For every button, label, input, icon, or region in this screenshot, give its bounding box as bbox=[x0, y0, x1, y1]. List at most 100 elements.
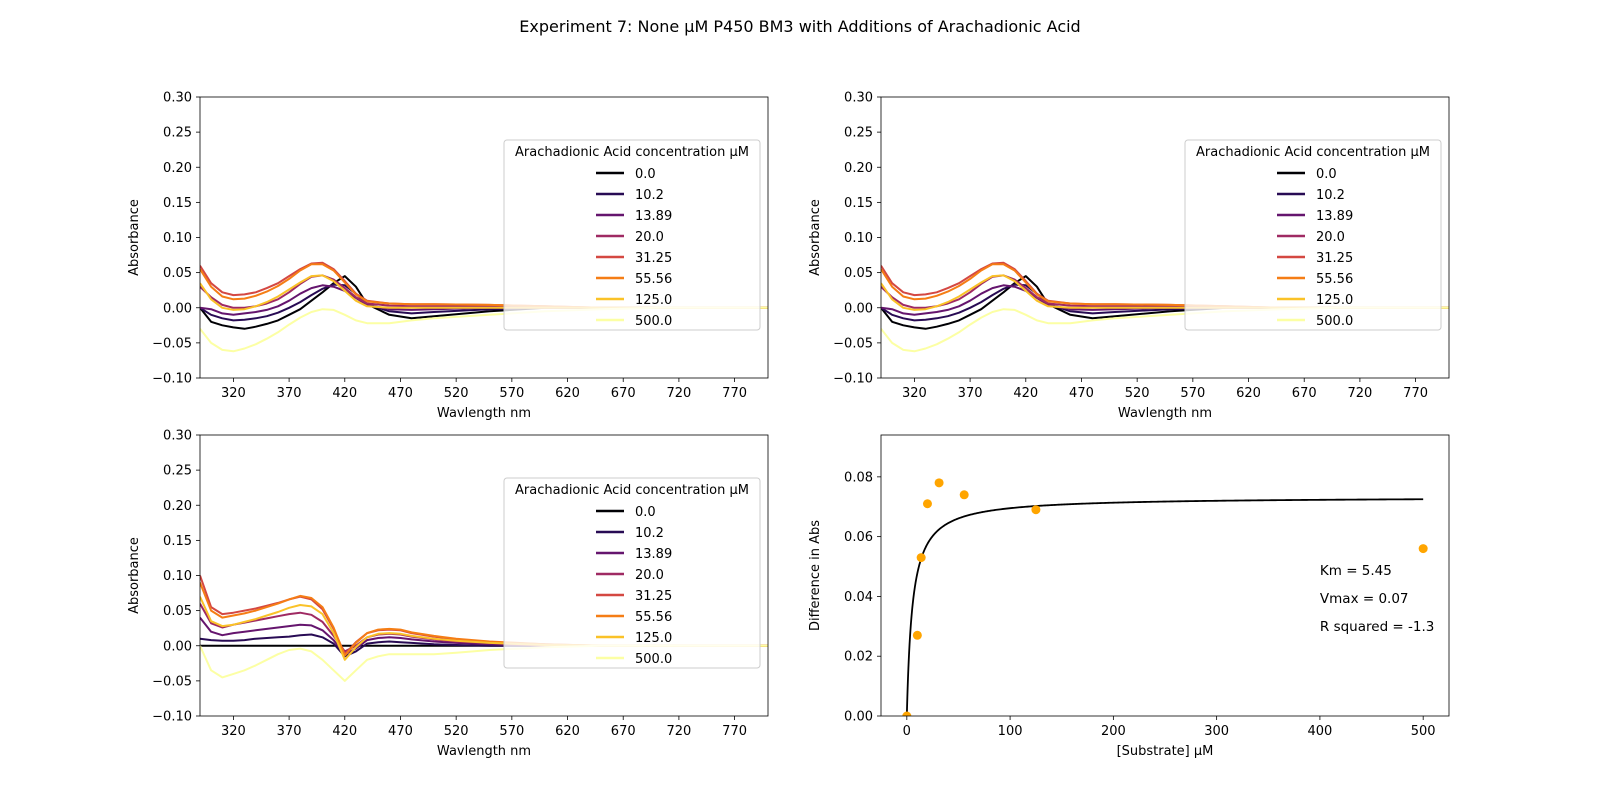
x-tick-label: 320 bbox=[902, 386, 927, 401]
y-axis-label: Absorbance bbox=[127, 199, 142, 276]
x-tick-label: 400 bbox=[1307, 724, 1332, 739]
y-tick-label: 0.20 bbox=[163, 499, 192, 514]
legend-label: 55.56 bbox=[635, 610, 672, 625]
fit-annotation: Vmax = 0.07 bbox=[1320, 591, 1409, 607]
y-axis-label: Absorbance bbox=[127, 537, 142, 614]
x-tick-label: 500 bbox=[1411, 724, 1436, 739]
legend-label: 0.0 bbox=[635, 167, 656, 182]
legend-label: 55.56 bbox=[1316, 272, 1353, 287]
legend-label: 31.25 bbox=[635, 251, 672, 266]
x-tick-label: 670 bbox=[1292, 386, 1317, 401]
legend-title: Arachadionic Acid concentration µM bbox=[515, 483, 749, 498]
legend-label: 125.0 bbox=[635, 293, 672, 308]
x-tick-label: 520 bbox=[1125, 386, 1150, 401]
axes-frame bbox=[199, 96, 769, 379]
x-tick-label: 420 bbox=[1013, 386, 1038, 401]
chart-panel-bottom-left: 320 370 420 470 520 570 620 670 720 770 −0.10 −0.05… bbox=[127, 429, 769, 759]
data-point bbox=[959, 490, 969, 500]
axes-frame bbox=[880, 434, 1450, 717]
data-point bbox=[902, 711, 912, 716]
x-tick-label: 770 bbox=[1403, 386, 1428, 401]
legend-label: 125.0 bbox=[635, 631, 672, 646]
x-axis-label: Wavlength nm bbox=[1118, 406, 1212, 421]
x-tick-label: 770 bbox=[722, 724, 747, 739]
x-tick-label: 670 bbox=[611, 724, 636, 739]
legend: Arachadionic Acid concentration µM 0.0 10.… bbox=[503, 139, 761, 331]
legend: Arachadionic Acid concentration µM 0.0 10.… bbox=[503, 477, 761, 669]
y-tick-label: −0.10 bbox=[152, 372, 192, 387]
fit-annotation: Km = 5.45 bbox=[1320, 563, 1392, 579]
legend-title: Arachadionic Acid concentration µM bbox=[1196, 145, 1430, 160]
chart-panel-top-left: 320 370 420 470 520 570 620 670 720 770 −0.10 −0.05… bbox=[127, 91, 769, 421]
x-tick-label: 370 bbox=[277, 724, 302, 739]
x-tick-label: 570 bbox=[499, 724, 524, 739]
y-tick-label: 0.00 bbox=[163, 301, 192, 316]
x-tick-label: 520 bbox=[444, 724, 469, 739]
x-tick-label: 570 bbox=[1180, 386, 1205, 401]
x-tick-label: 370 bbox=[958, 386, 983, 401]
legend-label: 500.0 bbox=[635, 314, 672, 329]
x-tick-label: 320 bbox=[221, 724, 246, 739]
y-tick-label: 0.30 bbox=[163, 91, 192, 106]
x-axis-label: Wavlength nm bbox=[437, 406, 531, 421]
legend-label: 500.0 bbox=[1316, 314, 1353, 329]
legend-box bbox=[1184, 139, 1442, 331]
data-point bbox=[1418, 544, 1428, 554]
y-tick-label: 0.10 bbox=[163, 569, 192, 584]
x-tick-label: 720 bbox=[666, 386, 691, 401]
data-point bbox=[1031, 505, 1041, 515]
x-tick-label: 200 bbox=[1101, 724, 1126, 739]
y-tick-label: 0.10 bbox=[163, 231, 192, 246]
data-point bbox=[934, 478, 944, 488]
x-tick-label: 420 bbox=[332, 724, 357, 739]
x-tick-label: 720 bbox=[1347, 386, 1372, 401]
y-tick-label: −0.05 bbox=[152, 674, 192, 689]
fit-curve bbox=[905, 498, 1424, 716]
legend-label: 31.25 bbox=[1316, 251, 1353, 266]
y-tick-label: 0.20 bbox=[844, 161, 873, 176]
legend-label: 13.89 bbox=[1316, 209, 1353, 224]
y-tick-label: 0.25 bbox=[163, 126, 192, 141]
y-tick-label: 0.05 bbox=[163, 266, 192, 281]
y-tick-label: 0.08 bbox=[844, 470, 873, 485]
legend-label: 20.0 bbox=[635, 230, 664, 245]
x-tick-label: 470 bbox=[388, 386, 413, 401]
y-tick-label: 0.00 bbox=[163, 639, 192, 654]
x-tick-label: 370 bbox=[277, 386, 302, 401]
data-point bbox=[916, 553, 926, 563]
y-tick-label: 0.15 bbox=[163, 196, 192, 211]
x-tick-label: 570 bbox=[499, 386, 524, 401]
y-axis-label: Difference in Abs bbox=[808, 520, 823, 631]
y-tick-label: 0.05 bbox=[163, 604, 192, 619]
x-tick-label: 470 bbox=[388, 724, 413, 739]
legend-label: 10.2 bbox=[1316, 188, 1345, 203]
y-tick-label: 0.25 bbox=[844, 126, 873, 141]
legend-label: 20.0 bbox=[635, 568, 664, 583]
legend-label: 13.89 bbox=[635, 547, 672, 562]
y-tick-label: −0.10 bbox=[152, 710, 192, 725]
y-tick-label: 0.00 bbox=[844, 710, 873, 725]
y-tick-label: −0.05 bbox=[152, 336, 192, 351]
x-axis-label: Wavlength nm bbox=[437, 744, 531, 759]
y-tick-label: 0.30 bbox=[844, 91, 873, 106]
x-tick-label: 620 bbox=[555, 724, 580, 739]
axes-frame bbox=[880, 96, 1450, 379]
x-tick-label: 670 bbox=[611, 386, 636, 401]
y-tick-label: 0.00 bbox=[844, 301, 873, 316]
legend: Arachadionic Acid concentration µM 0.0 10.… bbox=[1184, 139, 1442, 331]
x-tick-label: 620 bbox=[1236, 386, 1261, 401]
y-tick-label: 0.02 bbox=[844, 650, 873, 665]
y-tick-label: 0.15 bbox=[844, 196, 873, 211]
x-tick-label: 770 bbox=[722, 386, 747, 401]
x-tick-label: 420 bbox=[332, 386, 357, 401]
legend-label: 20.0 bbox=[1316, 230, 1345, 245]
x-tick-label: 0 bbox=[903, 724, 911, 739]
y-tick-label: 0.30 bbox=[163, 429, 192, 444]
legend-box bbox=[503, 139, 761, 331]
y-tick-label: 0.10 bbox=[844, 231, 873, 246]
x-tick-label: 520 bbox=[444, 386, 469, 401]
plot-area bbox=[902, 478, 1428, 716]
x-tick-label: 620 bbox=[555, 386, 580, 401]
chart-panel-bottom-right: 0 100 200 300 400 500 0.00 0.02 0.04 0.06 0.08 [Sub… bbox=[808, 434, 1450, 759]
legend-label: 10.2 bbox=[635, 526, 664, 541]
